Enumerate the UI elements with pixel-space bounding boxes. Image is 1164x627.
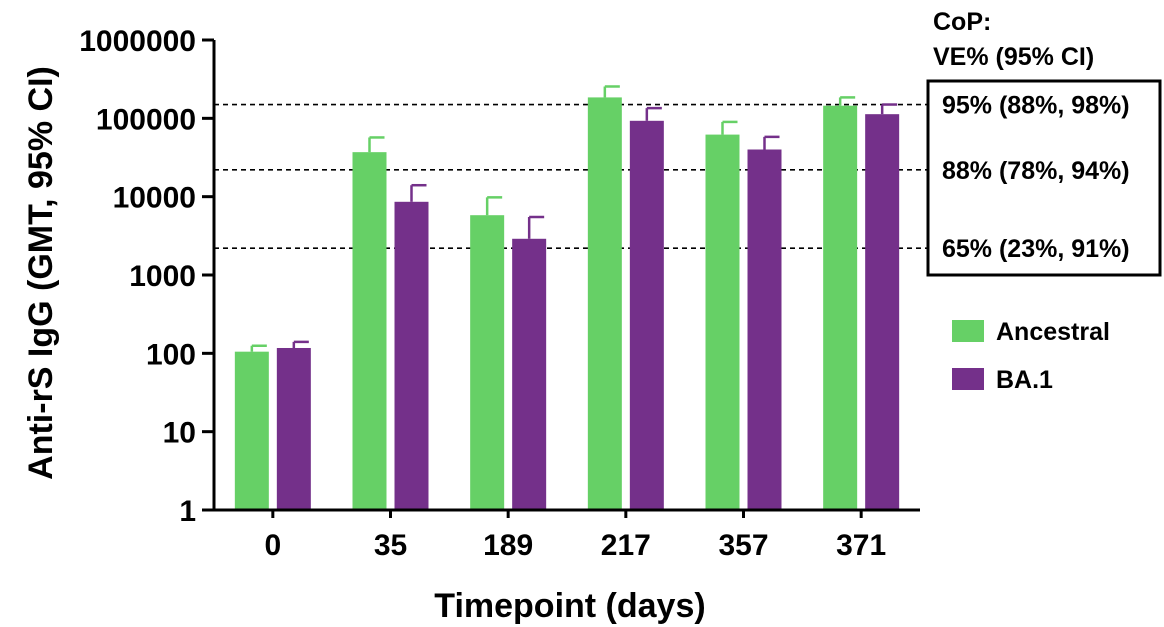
x-axis-title: Timepoint (days) xyxy=(434,587,705,625)
bar xyxy=(512,238,547,511)
x-tick-label: 35 xyxy=(374,529,407,562)
bar xyxy=(352,152,387,510)
cop-label: 65% (23%, 91%) xyxy=(942,235,1130,263)
x-tick-label: 217 xyxy=(601,529,651,562)
y-tick-label: 10 xyxy=(163,417,196,450)
bar xyxy=(276,347,311,510)
bar xyxy=(705,134,740,510)
x-tick-label: 189 xyxy=(483,529,533,562)
bar xyxy=(234,351,269,510)
legend-label: BA.1 xyxy=(996,366,1053,394)
cop-title-line1: CoP: xyxy=(933,8,991,36)
y-tick-label: 100000 xyxy=(96,103,196,136)
reference-lines xyxy=(214,103,928,249)
bar xyxy=(470,215,505,511)
y-tick-label: 100 xyxy=(146,338,196,371)
y-axis-title: Anti-rS IgG (GMT, 95% CI) xyxy=(22,66,60,480)
axes: 0 35 189 217 357 371 1 10 100 1000 10000 100000 1000… xyxy=(79,25,920,562)
y-tick-label: 1000000 xyxy=(79,25,196,58)
bar xyxy=(394,201,429,511)
bar xyxy=(747,149,782,510)
legend-swatch xyxy=(952,320,984,342)
bars xyxy=(234,85,900,511)
legend-label: Ancestral xyxy=(996,318,1110,346)
bar xyxy=(629,120,664,510)
bar xyxy=(865,114,900,510)
y-tick-label: 10000 xyxy=(113,182,196,215)
bar xyxy=(823,105,858,510)
cop-title-line2: VE% (95% CI) xyxy=(933,43,1094,71)
x-tick-label: 357 xyxy=(718,529,768,562)
cop-box xyxy=(926,79,1162,277)
legend: Ancestral BA.1 xyxy=(952,318,1110,394)
cop-label: 95% (88%, 98%) xyxy=(942,92,1130,120)
y-tick-label: 1000 xyxy=(129,260,196,293)
cop-labels: 95% (88%, 98%) 88% (78%, 94%) 65% (23%, 91… xyxy=(942,92,1130,264)
y-tick-label: 1 xyxy=(179,495,196,528)
cop-label: 88% (78%, 94%) xyxy=(942,157,1130,185)
bar xyxy=(587,97,622,511)
x-tick-label: 371 xyxy=(836,529,886,562)
x-tick-label: 0 xyxy=(264,529,281,562)
legend-swatch xyxy=(952,368,984,390)
